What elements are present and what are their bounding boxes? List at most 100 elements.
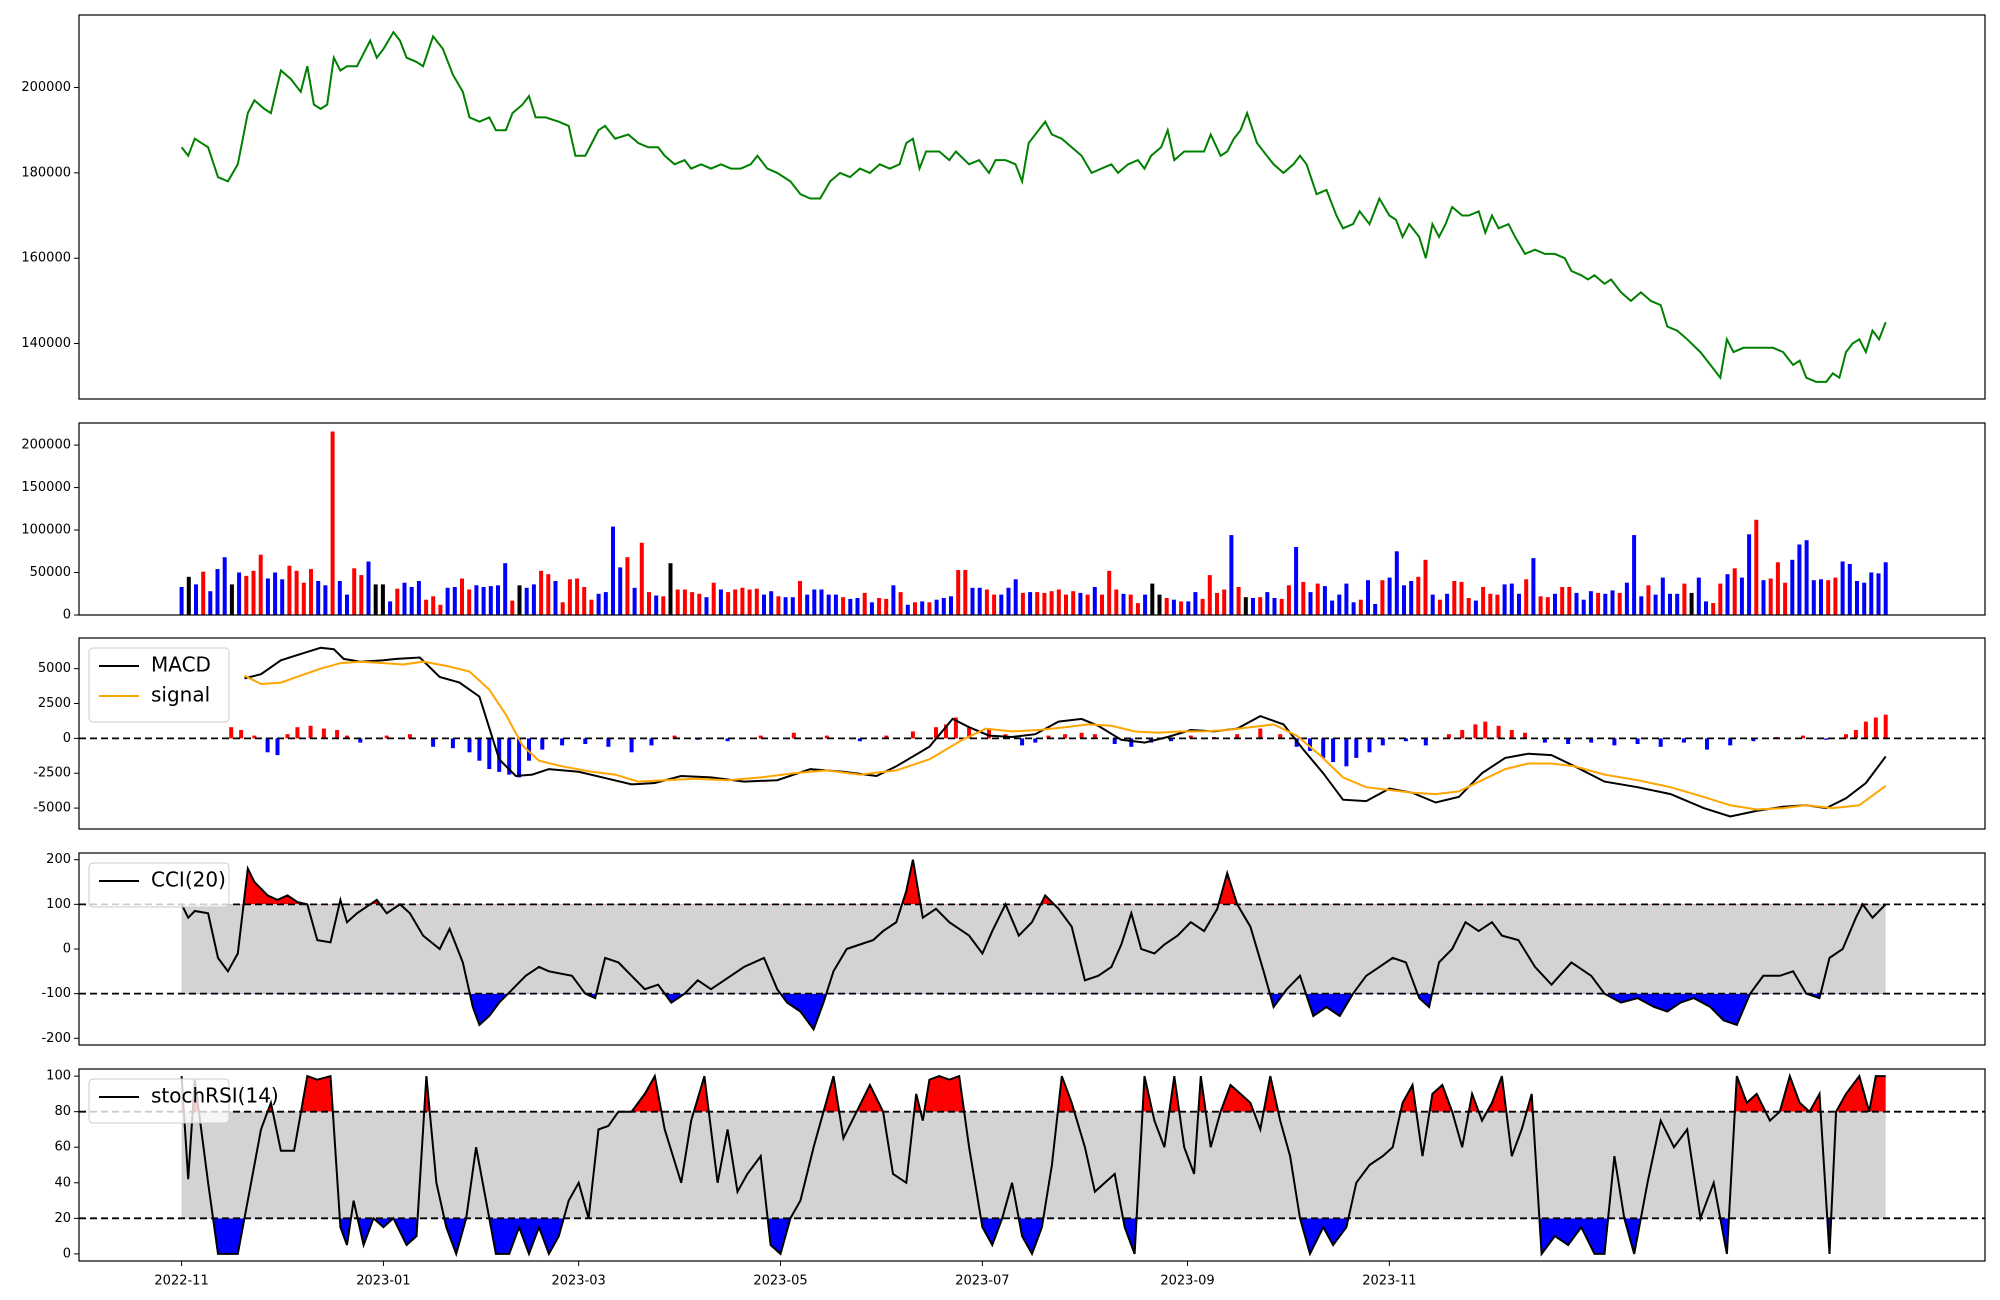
volume-bar [452, 587, 457, 615]
volume-bar [510, 600, 515, 615]
volume-bar [309, 569, 313, 615]
macd-histogram-bar [649, 738, 654, 746]
x-tick-label: 2023-09 [1160, 1274, 1214, 1289]
volume-bar [316, 581, 321, 615]
volume-bar [1682, 583, 1687, 615]
volume-bar [1617, 592, 1622, 615]
legend-label: stochRSI(14) [151, 1084, 279, 1108]
volume-bar [237, 572, 242, 615]
volume-bar [1366, 580, 1370, 615]
volume-bar [1869, 572, 1874, 615]
volume-bar [1768, 578, 1773, 615]
volume-bar [812, 589, 817, 615]
volume-bar [1718, 583, 1723, 615]
volume-bar [1581, 599, 1586, 615]
volume-bar [1128, 594, 1133, 615]
volume-bar [1006, 587, 1011, 615]
volume-bar [1653, 594, 1658, 615]
volume-bar [1308, 592, 1313, 615]
macd-histogram-bar [1853, 730, 1858, 739]
volume-bar [754, 588, 759, 615]
volume-bar [1466, 598, 1471, 615]
volume-bar [460, 578, 464, 615]
volume-bar [769, 591, 774, 615]
volume-bar [1452, 581, 1457, 615]
macd-histogram-bar [1331, 738, 1336, 763]
macd-histogram-bar [1079, 732, 1084, 739]
volume-bar [1294, 547, 1299, 615]
volume-bar [905, 604, 910, 615]
volume-bar [819, 589, 824, 615]
volume-bar [251, 570, 256, 615]
macd-histogram-bar [1020, 738, 1025, 746]
volume-bar [1711, 603, 1716, 615]
macd-histogram-bar [1863, 721, 1868, 739]
legend: CCI(20) [88, 862, 230, 908]
volume-bar [941, 598, 946, 615]
y-tick-label: 100000 [21, 523, 71, 538]
macd-histogram-bar [450, 738, 455, 749]
volume-bar [1150, 583, 1155, 615]
volume-bar [1380, 580, 1385, 615]
volume-bar [891, 585, 896, 615]
volume-bar [496, 585, 500, 615]
macd-histogram-bar [1092, 734, 1097, 739]
volume-bar [1883, 562, 1888, 615]
volume-bar [1437, 599, 1442, 615]
macd-histogram-bar [497, 738, 502, 772]
legend-box [88, 862, 230, 908]
volume-bar [654, 595, 659, 615]
legend-label: signal [151, 683, 210, 707]
volume-bar [301, 582, 306, 615]
y-tick-label: 50000 [30, 565, 71, 580]
volume-bar [1358, 599, 1363, 615]
price-line [180, 30, 1887, 383]
volume-bar [690, 592, 695, 615]
volume-bar [632, 587, 637, 615]
volume-bar [1574, 592, 1579, 615]
macd-histogram-bar [477, 738, 482, 761]
volume-bar [222, 557, 227, 615]
volume-bar [956, 570, 961, 615]
neutral-band [181, 1111, 1886, 1219]
volume-bar [596, 593, 601, 615]
oversold-area [213, 1218, 1832, 1254]
volume-bar [1322, 586, 1327, 615]
macd-histogram-bar [1354, 738, 1359, 758]
volume-bar [1064, 594, 1068, 615]
macd-histogram-bar [1423, 738, 1428, 746]
volume-bar [517, 585, 522, 615]
volume-bar [474, 585, 479, 615]
volume-bar [1243, 597, 1248, 615]
volume-bar [1394, 551, 1399, 615]
macd-histogram-bar [910, 731, 915, 739]
volume-bar [603, 592, 608, 615]
volume-bar [1135, 603, 1140, 615]
macd-histogram-bar [1367, 738, 1372, 753]
volume-bar [1876, 573, 1881, 615]
cci-line [180, 859, 1887, 1032]
volume-bar [913, 602, 917, 615]
volume-bar [1538, 596, 1543, 615]
volume-bar [1524, 579, 1529, 615]
stochrsi-line [180, 1072, 1886, 1258]
macd-histogram-bar [275, 738, 280, 756]
oversold-fill [213, 1218, 1832, 1254]
macd-histogram-bar [285, 734, 290, 739]
volume-bar [1696, 577, 1701, 615]
volume-bar [992, 594, 997, 615]
y-tick-label: 200000 [21, 80, 71, 95]
volume-bar [1222, 589, 1227, 615]
volume-bar [1639, 596, 1644, 615]
macd-histogram-bar [1589, 738, 1594, 743]
volume-bar [352, 568, 357, 615]
volume-bar [1833, 577, 1838, 615]
volume-bar [790, 597, 795, 615]
macd-histogram-bar [1188, 735, 1193, 739]
volume-bar [1502, 584, 1507, 615]
volume-bar [1344, 583, 1349, 615]
y-tick-label: 0 [63, 608, 71, 623]
macd-histogram-bar [335, 730, 340, 739]
y-tick-label: 140000 [21, 336, 71, 351]
volume-bar [776, 596, 781, 615]
